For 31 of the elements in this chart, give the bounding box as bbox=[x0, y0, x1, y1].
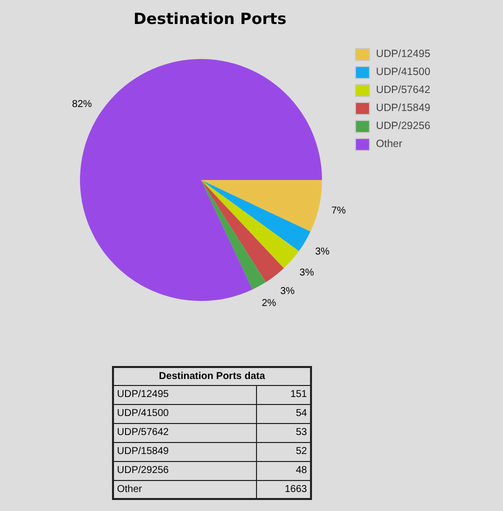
chart-title: Destination Ports bbox=[134, 10, 286, 28]
data-label: 54 bbox=[256, 404, 311, 423]
data-label: 151 bbox=[256, 385, 311, 404]
pie-slice bbox=[201, 180, 299, 268]
data-label: 53 bbox=[256, 423, 311, 442]
category-label: UDP/41500 bbox=[113, 404, 256, 423]
category-label: UDP/57642 bbox=[113, 423, 256, 442]
legend-label: UDP/57642 bbox=[376, 84, 430, 96]
legend-label: UDP/12495 bbox=[376, 48, 430, 60]
pie-slice bbox=[201, 180, 322, 232]
pie-slice bbox=[201, 180, 284, 282]
data-label: 1663 bbox=[256, 480, 311, 499]
data-label: 3% bbox=[315, 246, 330, 258]
data-label: 82% bbox=[72, 98, 92, 110]
data-label: 7% bbox=[331, 205, 346, 216]
data-label: 48 bbox=[256, 461, 311, 480]
data-label: 3% bbox=[280, 286, 295, 297]
pie-slice bbox=[201, 180, 266, 290]
category-label: UDP/12495 bbox=[113, 385, 256, 404]
legend-label: Other bbox=[376, 138, 402, 150]
category-label: UDP/29256 bbox=[113, 461, 256, 480]
text: Destination Ports data bbox=[158, 370, 266, 382]
legend-label: UDP/15849 bbox=[376, 102, 430, 114]
data-label: 2% bbox=[262, 298, 276, 310]
legend-label: UDP/41500 bbox=[376, 66, 430, 78]
pie-slice bbox=[201, 180, 310, 252]
category-label: Other bbox=[113, 480, 256, 499]
data-label: 3% bbox=[300, 268, 314, 279]
category-label: UDP/15849 bbox=[113, 442, 256, 461]
legend-label: UDP/29256 bbox=[376, 120, 430, 132]
data-label: 52 bbox=[256, 442, 311, 461]
